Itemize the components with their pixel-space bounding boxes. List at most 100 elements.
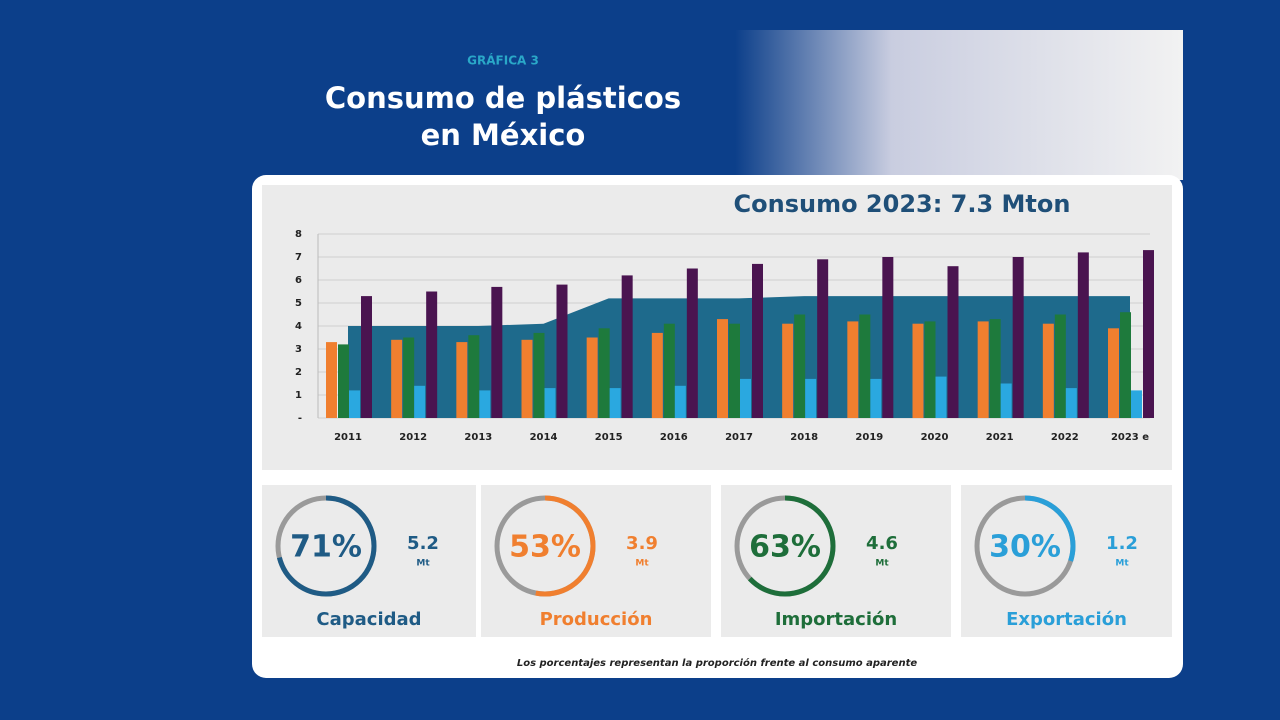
bar: [349, 390, 360, 418]
kpi-percent: 71%: [290, 530, 362, 565]
bar: [663, 323, 675, 418]
bar: [794, 314, 806, 418]
x-tick-label: 2016: [660, 432, 688, 443]
bar: [1108, 328, 1119, 418]
bar: [817, 259, 829, 418]
kicker: GRÁFICA 3: [467, 53, 539, 68]
x-tick-label: 2011: [334, 432, 362, 443]
bar: [989, 319, 1001, 418]
kpi-ring: [494, 495, 596, 597]
kpi-name: Exportación: [1006, 609, 1127, 630]
bar: [556, 284, 568, 418]
kpi-box: [721, 485, 951, 637]
x-tick-label: 2021: [986, 432, 1014, 443]
x-tick-label: 2020: [921, 432, 949, 443]
bar: [882, 257, 894, 418]
bar: [686, 268, 698, 418]
bar: [468, 335, 480, 418]
x-tick-label: 2015: [595, 432, 623, 443]
bar: [1131, 390, 1142, 418]
y-tick-label: -: [298, 413, 302, 424]
kpi-unit: Mt: [1115, 559, 1129, 569]
y-tick-label: 6: [295, 275, 302, 286]
bar: [752, 263, 763, 418]
bar: [717, 319, 728, 418]
bar: [1120, 312, 1131, 418]
x-tick-label: 2017: [725, 432, 753, 443]
x-tick-label: 2013: [464, 432, 492, 443]
bar: [586, 337, 598, 418]
bar: [859, 314, 871, 418]
bar: [1065, 388, 1077, 418]
y-tick-label: 3: [295, 344, 302, 355]
kpi-ring: [734, 495, 836, 597]
bar: [391, 339, 403, 418]
title-line: en México: [421, 118, 586, 152]
bar: [533, 332, 545, 418]
x-tick-label: 2022: [1051, 432, 1079, 443]
bar: [414, 385, 426, 418]
bar: [491, 286, 503, 418]
bar: [924, 321, 936, 418]
bar: [426, 291, 438, 418]
x-tick-label: 2014: [530, 432, 558, 443]
kpi-unit: Mt: [635, 559, 649, 569]
bar: [338, 344, 349, 418]
y-tick-label: 1: [295, 390, 302, 401]
bar: [912, 323, 924, 418]
kpi-percent: 53%: [509, 530, 581, 565]
title-line: Consumo de plásticos: [325, 81, 681, 115]
kpi-unit: Mt: [875, 559, 889, 569]
bar: [1054, 314, 1066, 418]
bar: [1143, 250, 1154, 418]
bar: [1012, 257, 1024, 418]
kpi-name: Capacidad: [316, 609, 421, 630]
bar: [361, 296, 372, 418]
kpi-box: [481, 485, 711, 637]
bar: [935, 376, 947, 418]
bar: [598, 328, 610, 418]
bar: [403, 337, 415, 418]
bar: [651, 332, 663, 418]
bar: [740, 378, 751, 418]
bar: [1000, 383, 1012, 418]
kpi-percent: 30%: [989, 530, 1061, 565]
x-tick-label: 2012: [399, 432, 427, 443]
kpi-amount: 1.2: [1106, 533, 1138, 554]
bar: [479, 390, 491, 418]
kpi-amount: 3.9: [626, 533, 658, 554]
x-tick-label: 2019: [855, 432, 883, 443]
subtitle: Consumo 2023: 7.3 Mton: [734, 190, 1071, 218]
bar: [621, 275, 633, 418]
x-tick-label: 2023 e: [1111, 432, 1149, 443]
bar: [674, 385, 686, 418]
kpi-amount: 4.6: [866, 533, 898, 554]
bar: [326, 342, 337, 418]
y-tick-label: 5: [295, 298, 302, 309]
kpi-ring: [974, 495, 1076, 597]
bar: [609, 388, 621, 418]
bar: [521, 339, 533, 418]
kpi-name: Producción: [540, 609, 653, 630]
bar: [729, 323, 740, 418]
kpi-unit: Mt: [416, 559, 430, 569]
y-tick-label: 7: [295, 252, 302, 263]
y-tick-label: 2: [295, 367, 302, 378]
bar: [947, 266, 959, 418]
bar: [870, 378, 882, 418]
bar: [544, 388, 556, 418]
footnote: Los porcentajes representan la proporció…: [517, 657, 918, 669]
y-tick-label: 8: [295, 229, 302, 240]
bar: [805, 378, 817, 418]
kpi-percent: 63%: [749, 530, 821, 565]
bar: [782, 323, 794, 418]
hero-image: [735, 30, 1183, 180]
bar: [456, 342, 468, 418]
kpi-amount: 5.2: [407, 533, 439, 554]
bar: [1077, 252, 1089, 418]
x-tick-label: 2018: [790, 432, 818, 443]
bar: [977, 321, 989, 418]
y-tick-label: 4: [295, 321, 302, 332]
